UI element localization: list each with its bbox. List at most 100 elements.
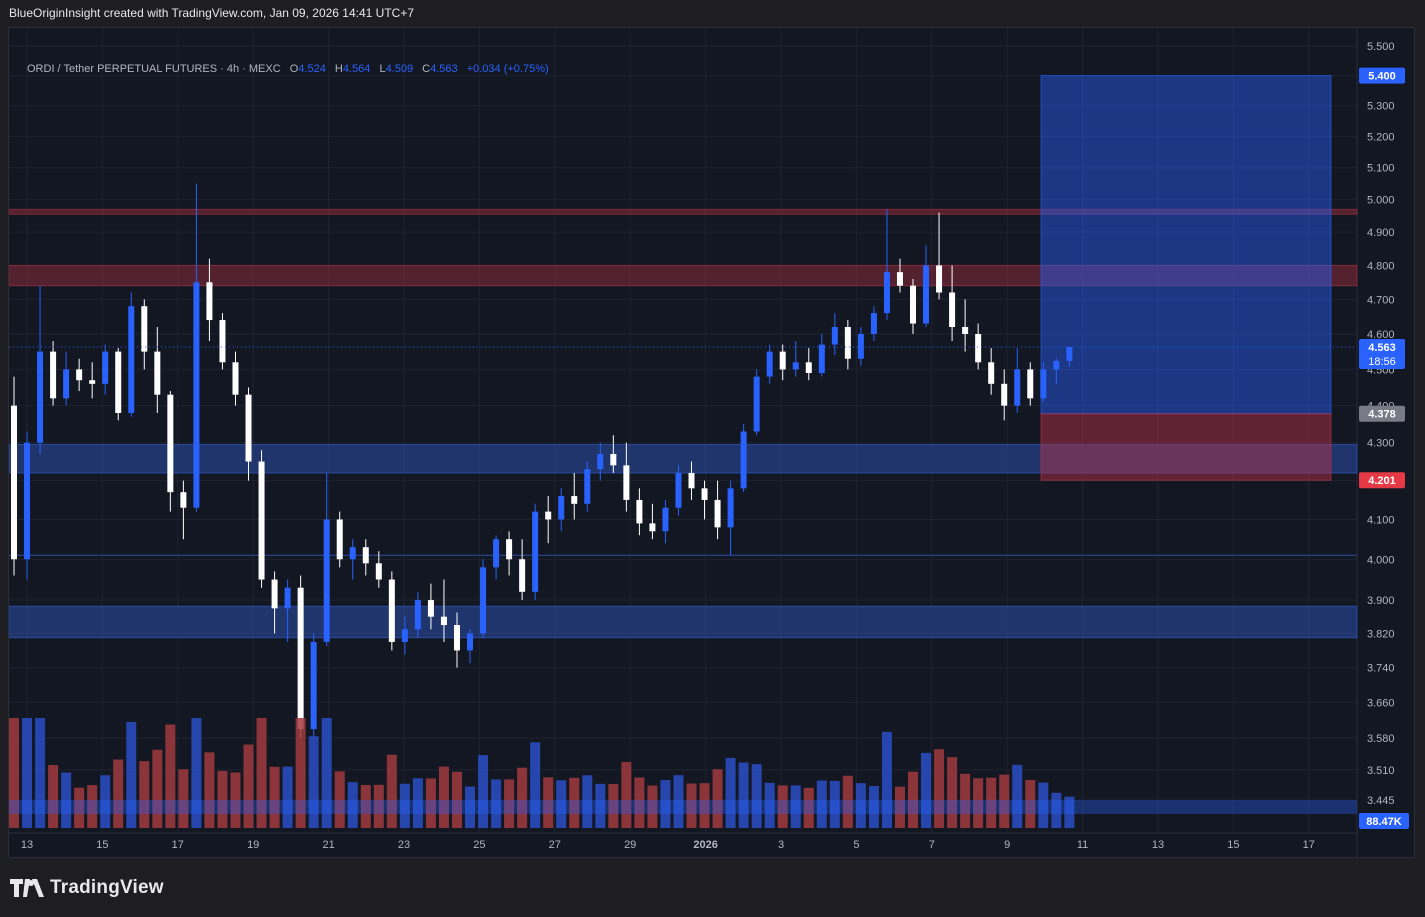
volume-bar: [947, 757, 958, 828]
candle-body: [115, 351, 122, 413]
candle-body: [128, 306, 135, 413]
candle-body: [949, 292, 956, 328]
volume-bar: [647, 785, 658, 828]
attribution-bar: BlueOriginInsight created with TradingVi…: [0, 0, 1425, 27]
volume-bar: [243, 744, 254, 828]
volume-bar: [1064, 796, 1075, 828]
volume-bar: [204, 752, 215, 828]
candle-body: [519, 559, 526, 592]
volume-bar: [1012, 764, 1023, 828]
volume-bar: [61, 772, 72, 828]
volume-bar: [491, 779, 502, 828]
volume-bar: [816, 780, 827, 828]
volume-bar: [308, 736, 319, 828]
y-tick-label: 5.500: [1367, 41, 1395, 53]
candle-body: [480, 567, 487, 634]
y-tick-label: 3.820: [1367, 628, 1395, 640]
candle-body: [141, 306, 148, 352]
volume-bar: [191, 718, 202, 828]
candle-body: [675, 472, 682, 508]
volume-bar: [74, 787, 85, 828]
candle-body: [167, 394, 174, 493]
volume-bar: [868, 785, 879, 828]
y-tick-label: 4.800: [1367, 260, 1395, 272]
tradingview-wordmark: TradingView: [50, 877, 164, 898]
candle-body: [1014, 369, 1021, 406]
close-label: C: [422, 63, 431, 75]
volume-bar: [282, 766, 293, 828]
volume-label-bg: [1359, 813, 1409, 829]
volume-bar: [256, 718, 267, 828]
volume-bar: [986, 777, 997, 828]
x-tick-label: 13: [1152, 839, 1164, 851]
y-tick-label: 5.100: [1367, 163, 1395, 175]
candle-body: [1066, 347, 1073, 361]
y-tick-label: 4.000: [1367, 554, 1395, 566]
volume-bar: [178, 769, 189, 828]
candle-body: [89, 380, 96, 384]
candle-body: [206, 282, 213, 321]
candle-body: [271, 579, 278, 609]
volume-bar: [712, 769, 723, 828]
x-tick-label: 21: [322, 839, 334, 851]
volume-bar: [634, 777, 645, 828]
volume-bar: [438, 766, 449, 828]
price-chart[interactable]: 5.500 5.400 5.300 5.200 5.100 5.000 4.900 4.800…: [9, 28, 1414, 857]
candle-body: [414, 600, 421, 630]
y-tick-label: 5.000: [1367, 195, 1395, 207]
x-tick-label: 11: [1077, 839, 1088, 851]
volume-bar: [386, 754, 397, 828]
candle-body: [597, 453, 604, 470]
volume-bar: [321, 718, 332, 828]
resistance-zone: [9, 264, 1358, 287]
volume-bar: [699, 783, 710, 828]
low-value: 4.509: [385, 63, 414, 75]
symbol-name[interactable]: ORDI / Tether PERPETUAL FUTURES · 4h · M…: [27, 63, 281, 75]
candle-body: [1053, 360, 1060, 370]
volume-bar: [842, 775, 853, 828]
volume-bar: [582, 775, 593, 828]
candle-body: [936, 265, 943, 293]
candle-body: [571, 496, 578, 504]
candle-body: [232, 362, 239, 395]
candle-body: [662, 507, 669, 532]
candle-body: [1040, 369, 1047, 399]
candle-body: [623, 465, 630, 500]
x-tick-label: 7: [929, 839, 935, 851]
candle-body: [219, 320, 226, 363]
volume-bar: [908, 771, 919, 828]
y-tick-label: 3.510: [1367, 765, 1395, 777]
candle-body: [975, 334, 982, 363]
open-label: O: [289, 63, 299, 75]
candle-body: [76, 369, 83, 381]
candle-body: [532, 511, 539, 592]
y-tick-label: 5.200: [1367, 131, 1395, 143]
volume-bar: [829, 780, 840, 828]
volume-bar: [87, 785, 98, 828]
candle-body: [870, 313, 877, 335]
candle-body: [896, 272, 903, 286]
support-zone-lower: [9, 605, 1358, 639]
candle-body: [11, 405, 17, 560]
volume-bar: [504, 779, 515, 828]
support-zone-upper: [9, 444, 1358, 474]
close-value: 4.563: [430, 63, 458, 75]
y-tick-label: 4.600: [1367, 329, 1395, 341]
chart-pane[interactable]: 5.500 5.400 5.300 5.200 5.100 5.000 4.900 4.800…: [8, 27, 1415, 858]
candle-body: [818, 344, 825, 374]
volume-bar: [334, 771, 345, 828]
candle-body: [740, 431, 747, 489]
tradingview-logo-icon: [10, 879, 44, 897]
candle-body: [362, 547, 369, 564]
volume-bar: [373, 784, 384, 828]
candle-body: [923, 265, 930, 324]
tradingview-brand: TradingView: [10, 876, 164, 900]
x-tick-label: 2026: [693, 839, 717, 851]
volume-bar: [595, 783, 606, 828]
volume-bar: [973, 778, 984, 828]
volume-bar: [9, 718, 19, 828]
high-label: H: [334, 63, 343, 75]
candle-body: [50, 351, 57, 399]
volume-bar: [399, 783, 410, 828]
volume-bar: [139, 761, 150, 828]
